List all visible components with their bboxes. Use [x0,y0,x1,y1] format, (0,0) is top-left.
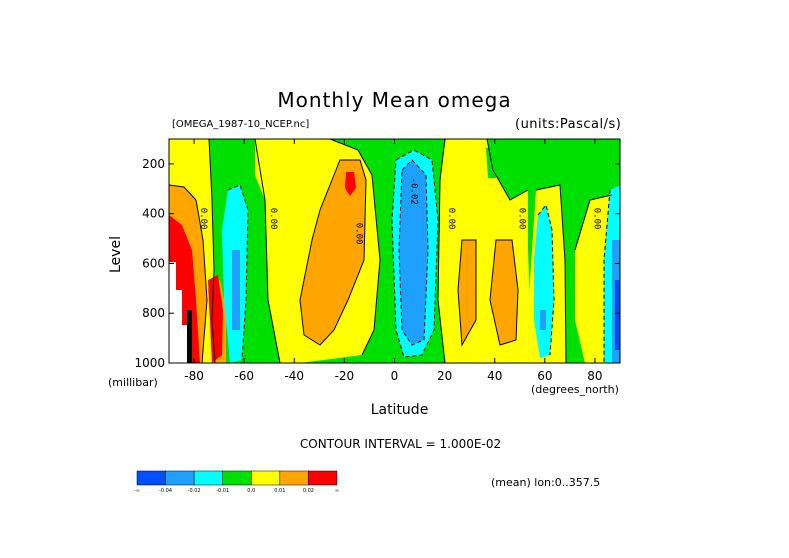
contour-line [486,139,529,201]
contour-labels: 0.00 0.00 0.00 -0.02 0.00 0.00 0.00 [198,178,601,245]
colorbar-label: -0.01 [216,488,229,494]
colorbar-swatch [279,470,309,486]
contour-interval-note: CONTOUR INTERVAL = 1.000E-02 [299,437,502,451]
colorbar-label: -0.04 [159,488,172,494]
page-title: Monthly Mean omega [277,88,512,112]
x-axis-label: Latitude [370,402,429,418]
contour-label: 0.00 [591,208,601,230]
contour-label-text: 0.00 [446,208,456,230]
colorbar: -∞ -0.04 -0.02 -0.01 0.0 0.01 0.02 ∞ [134,470,339,494]
x-tick-label: -80 [184,369,204,383]
colorbar-swatch [193,470,223,486]
colorbar-label: -0.02 [188,488,201,494]
contour-region-orange [300,160,366,345]
contour-region-orange [490,240,518,345]
contour-label-text: 0.00 [353,223,363,245]
colorbar-swatch [165,470,195,486]
y-tick-label: 600 [142,256,165,270]
contour-line [489,239,519,346]
x-tick-label: 60 [537,369,552,383]
contour-label: 0.00 [268,208,278,230]
contour-region-red [345,172,356,196]
contour-line [254,139,281,363]
plot-area [169,139,620,363]
y-tick-label: 400 [142,207,165,221]
contour-region-blue [399,160,428,345]
x-tick-label: -40 [284,369,304,383]
contour-region-blue [232,250,240,330]
colorbar-label: 0.02 [303,488,314,494]
missing-data-edge [187,310,192,363]
contour-line [329,139,381,356]
longitude-note: (mean) lon:0..357.5 [491,476,601,489]
contour-line-negative [603,189,611,363]
contour-label-text: 0.00 [516,208,526,230]
contour-line-negative [227,184,249,361]
contour-region-yellow [575,195,612,363]
colorbar-swatch [308,470,338,486]
contour-line-negative [398,159,429,346]
x-tick-label: 40 [487,369,502,383]
axes: -80 -60 -40 -20 0 20 40 60 80 200 400 600 800 1000 [134,139,620,383]
contour-label-text: 0.00 [268,208,278,230]
y-axis-unit: (millibar) [108,376,158,389]
x-tick-label: -20 [335,369,355,383]
y-tick-label: 800 [142,306,165,320]
contour-label-text: 0.00 [591,208,601,230]
colorbar-swatch [136,470,166,486]
contour-line [208,139,216,363]
missing-data-region [169,262,187,363]
x-tick-label: 0 [391,369,399,383]
contour-label: -0.02 [409,178,419,205]
colorbar-swatch [251,470,281,486]
contour-region-orange [458,240,476,345]
contour-line [574,194,613,251]
x-tick-label: 20 [437,369,452,383]
x-axis-unit: (degrees_north) [531,383,619,396]
x-tick-label: -60 [234,369,254,383]
y-tick-label: 1000 [134,356,165,370]
colorbar-label: -∞ [134,488,140,494]
contour-line-negative [391,149,439,358]
contour-region-blue [540,310,546,330]
contour-line [169,184,208,363]
colorbar-label: ∞ [335,488,339,494]
y-axis-label: Level [108,236,124,273]
colorbar-swatch [222,470,252,486]
colorbar-label: 0.0 [247,488,255,494]
x-tick-label: 80 [587,369,602,383]
contour-line-negative [537,203,555,356]
contour-label-text: 0.00 [198,208,208,230]
contour-region-red [208,275,223,363]
contour-label: 0.00 [516,208,526,230]
contour-line [299,159,367,346]
contour-line [437,139,446,363]
colorbar-label: 0.01 [274,488,285,494]
contour-label-text: -0.02 [409,178,419,205]
contour-line [457,239,477,347]
y-tick-label: 200 [142,157,165,171]
contour-label: 0.00 [353,223,363,245]
units-label: (units:Pascal/s) [515,117,622,132]
contour-region-cyan [534,205,554,358]
contour-line [535,184,567,363]
contour-label: 0.00 [198,208,208,230]
contour-label: 0.00 [446,208,456,230]
file-label: [OMEGA_1987-10_NCEP.nc] [172,119,310,130]
contour-region-darkblue [615,280,620,350]
